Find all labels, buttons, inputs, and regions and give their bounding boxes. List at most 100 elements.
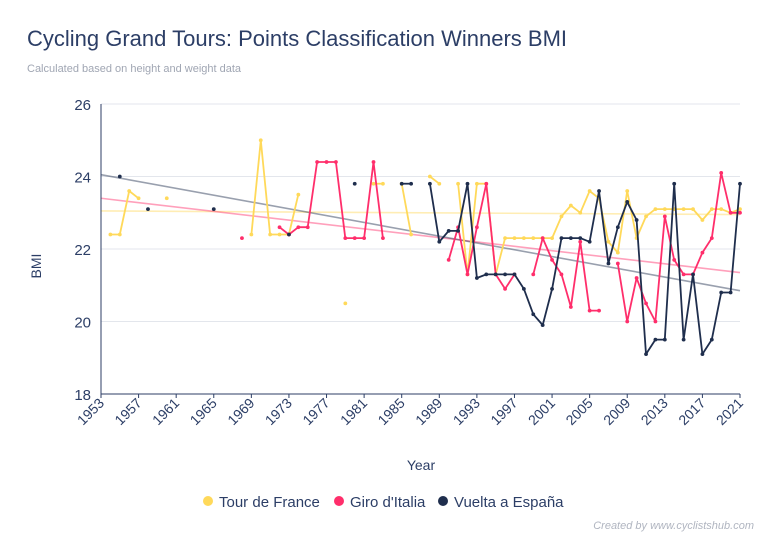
data-point <box>587 189 592 193</box>
data-point <box>738 207 742 212</box>
data-point <box>644 301 648 306</box>
data-point <box>550 257 554 262</box>
data-point <box>719 170 724 175</box>
data-point <box>568 203 573 208</box>
data-point <box>559 272 564 277</box>
data-point <box>409 181 414 186</box>
data-point <box>249 232 254 237</box>
y-tick-label: 26 <box>74 97 91 114</box>
data-point <box>352 236 357 241</box>
data-point <box>615 225 620 230</box>
data-point <box>343 236 348 241</box>
data-point <box>108 232 113 237</box>
x-tick-label: 1969 <box>224 395 257 428</box>
data-point <box>653 337 658 342</box>
series-line <box>429 175 440 185</box>
series-line <box>250 139 300 236</box>
x-tick-label: 2001 <box>525 395 558 428</box>
x-tick-label: 2009 <box>600 395 633 428</box>
data-point <box>578 239 583 244</box>
data-point <box>709 236 714 241</box>
data-point <box>644 214 648 219</box>
data-point <box>615 261 620 266</box>
legend-label: Tour de France <box>219 494 320 511</box>
data-point <box>240 236 244 241</box>
data-point <box>456 228 460 233</box>
series <box>117 174 742 357</box>
data-point <box>540 323 545 328</box>
data-point <box>738 210 742 215</box>
data-point <box>521 286 526 291</box>
x-axis-label: Year <box>407 457 436 473</box>
data-point <box>503 286 507 291</box>
data-point <box>446 228 451 233</box>
data-point <box>700 250 705 255</box>
data-point <box>465 181 470 186</box>
data-point <box>700 218 705 222</box>
data-point <box>474 276 479 280</box>
data-point <box>127 189 132 193</box>
data-point <box>709 207 714 212</box>
data-point <box>146 207 150 212</box>
data-point <box>117 232 122 237</box>
y-tick-label: 24 <box>74 170 91 187</box>
data-point <box>644 352 648 357</box>
data-point <box>728 210 733 215</box>
data-point <box>474 225 479 230</box>
x-tick-label: 1981 <box>337 395 370 428</box>
data-point <box>662 214 667 219</box>
data-point <box>578 210 583 215</box>
data-point <box>578 236 583 241</box>
data-point <box>531 236 536 241</box>
y-tick-label: 20 <box>74 315 91 332</box>
data-point <box>446 257 451 262</box>
trendline <box>100 173 741 292</box>
data-point <box>296 192 301 197</box>
x-tick-label: 1973 <box>262 395 295 428</box>
data-point <box>287 232 291 237</box>
series-line <box>447 182 516 290</box>
data-point <box>136 196 141 201</box>
data-point <box>719 207 724 212</box>
legend-marker <box>438 496 448 506</box>
data-point <box>305 225 310 230</box>
x-tick-label: 1993 <box>450 395 483 428</box>
data-point <box>662 337 667 342</box>
data-point <box>550 236 554 241</box>
data-point <box>493 272 498 277</box>
data-point <box>653 319 658 324</box>
y-tick-label: 18 <box>74 387 91 404</box>
data-point <box>277 232 282 237</box>
data-point <box>597 189 601 193</box>
data-point <box>296 225 301 230</box>
data-point <box>625 189 630 193</box>
trendlines <box>100 173 741 292</box>
data-point <box>653 207 658 212</box>
data-point <box>381 181 385 186</box>
data-point <box>691 207 695 212</box>
data-point <box>700 352 705 357</box>
x-tick-label: 1961 <box>149 395 182 428</box>
x-tick-label: 1989 <box>412 395 445 428</box>
data-point <box>427 174 432 179</box>
data-point <box>437 239 442 244</box>
data-point <box>503 272 507 277</box>
y-axis-label: BMI <box>28 254 44 279</box>
x-tick-label: 1977 <box>299 395 332 428</box>
data-point <box>587 239 592 244</box>
series-lines <box>108 138 742 357</box>
data-point <box>352 181 357 186</box>
data-point <box>568 305 573 309</box>
data-point <box>268 232 273 237</box>
data-point <box>399 181 404 186</box>
data-point <box>258 138 263 143</box>
data-point <box>681 207 686 212</box>
data-point <box>465 272 470 277</box>
data-point <box>381 236 385 241</box>
data-point <box>474 181 479 186</box>
series <box>108 138 742 306</box>
data-point <box>503 236 507 241</box>
x-tick-label: 1957 <box>111 395 144 428</box>
data-point <box>672 181 677 186</box>
data-point <box>550 286 554 291</box>
